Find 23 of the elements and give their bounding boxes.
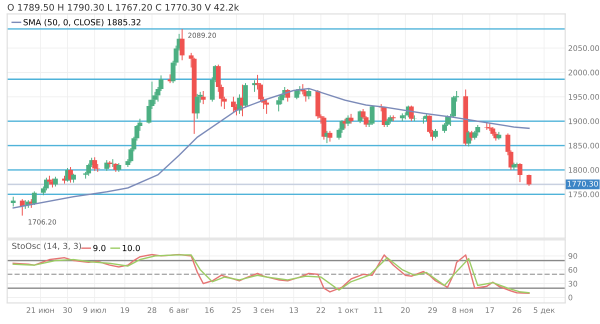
candlestick [518,162,522,183]
candlestick [370,105,375,126]
candlestick [264,98,270,114]
candlestick [53,176,58,187]
candlestick [243,82,248,108]
candlestick [475,124,480,136]
candlestick [526,174,532,186]
candlestick [348,113,354,124]
candlestick [32,190,37,206]
text: O 1789.50 H 1790.30 L 1767.20 C 1770.30 V 42.2k [8,4,240,11]
candlestick [276,96,282,112]
candlestick [306,88,312,100]
candlestick [231,96,236,113]
candlestick [10,196,16,207]
candlestick [44,177,49,191]
legend-label: 10.0 [122,244,140,252]
candlestick [194,93,200,120]
legend-label: SMA (50, 0, CLOSE) 1885.32 [24,18,140,26]
legend-label: 9.0 [93,244,106,252]
candlestick [321,116,326,140]
candlestick [328,130,332,142]
legend-title: StoOsc (14, 3, 3) [12,242,82,250]
candlestick [433,128,438,139]
